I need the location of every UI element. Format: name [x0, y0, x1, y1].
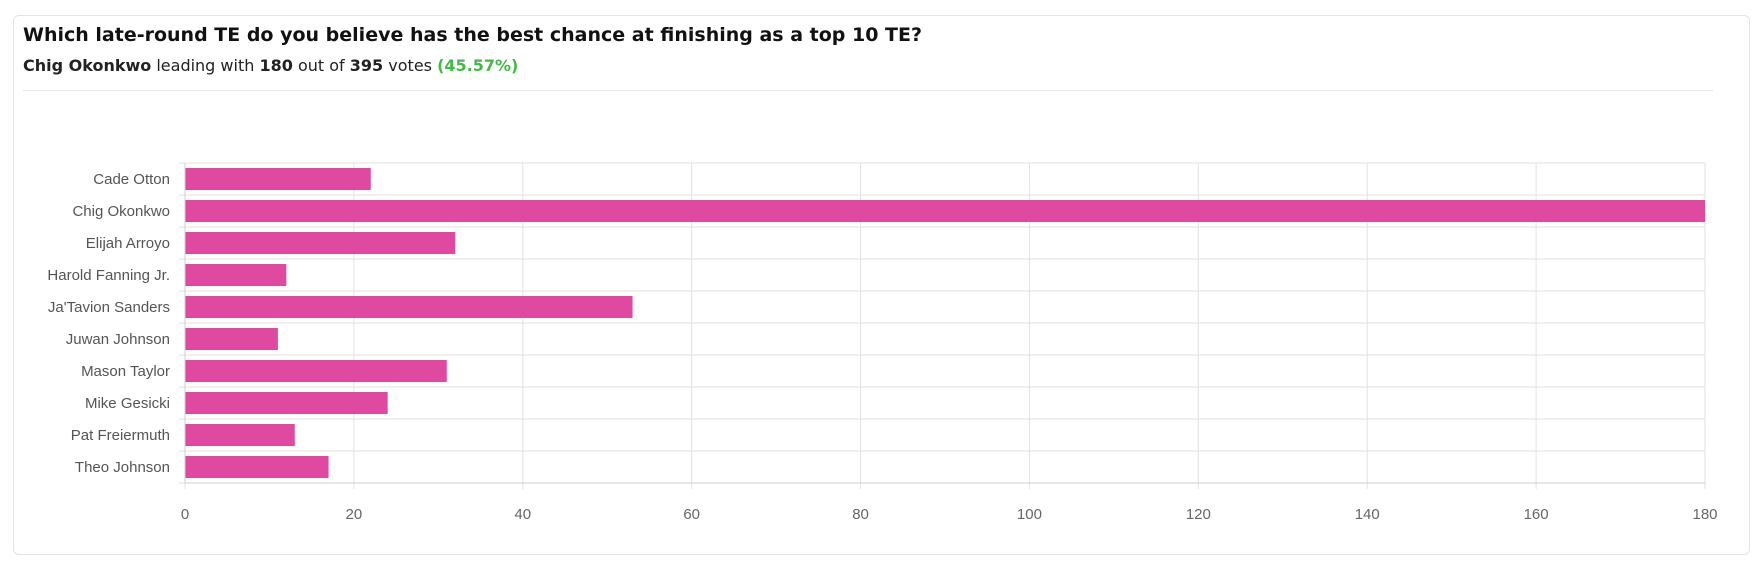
x-tick-label: 40 [514, 506, 531, 523]
category-label: Juwan Johnson [66, 331, 170, 348]
bar [185, 200, 1705, 222]
category-label: Pat Freiermuth [71, 427, 170, 444]
leading-text: leading with [156, 56, 255, 75]
votes-text: votes [388, 56, 432, 75]
total-votes: 395 [349, 56, 384, 75]
x-tick-label: 0 [181, 506, 189, 523]
header-divider [23, 90, 1713, 91]
x-tick-label: 100 [1017, 506, 1042, 523]
bar [185, 232, 456, 254]
bar [185, 328, 278, 350]
bar [185, 264, 287, 286]
bar [185, 424, 295, 446]
category-label: Mason Taylor [81, 363, 170, 380]
x-tick-label: 60 [683, 506, 700, 523]
out-of-text: out of [297, 56, 345, 75]
category-label: Chig Okonkwo [72, 203, 170, 220]
bar [185, 360, 447, 382]
leader-percentage: (45.57%) [437, 56, 519, 75]
category-label: Theo Johnson [75, 459, 170, 476]
category-label: Mike Gesicki [85, 395, 170, 412]
category-label: Elijah Arroyo [86, 235, 170, 252]
category-label: Ja'Tavion Sanders [48, 299, 170, 316]
x-tick-label: 80 [852, 506, 869, 523]
x-tick-label: 20 [346, 506, 363, 523]
x-tick-label: 160 [1524, 506, 1549, 523]
x-tick-label: 140 [1355, 506, 1380, 523]
bar [185, 392, 388, 414]
bar [185, 168, 371, 190]
leader-votes: 180 [259, 56, 293, 75]
category-label: Cade Otton [93, 171, 170, 188]
bar [185, 456, 329, 478]
x-tick-label: 120 [1186, 506, 1211, 523]
poll-question: Which late-round TE do you believe has t… [23, 24, 923, 46]
category-label: Harold Fanning Jr. [47, 267, 170, 284]
poll-summary: Chig Okonkwo leading with 180 out of 395… [23, 56, 518, 75]
bar [185, 296, 633, 318]
x-tick-label: 180 [1692, 506, 1717, 523]
leader-name: Chig Okonkwo [23, 56, 152, 75]
